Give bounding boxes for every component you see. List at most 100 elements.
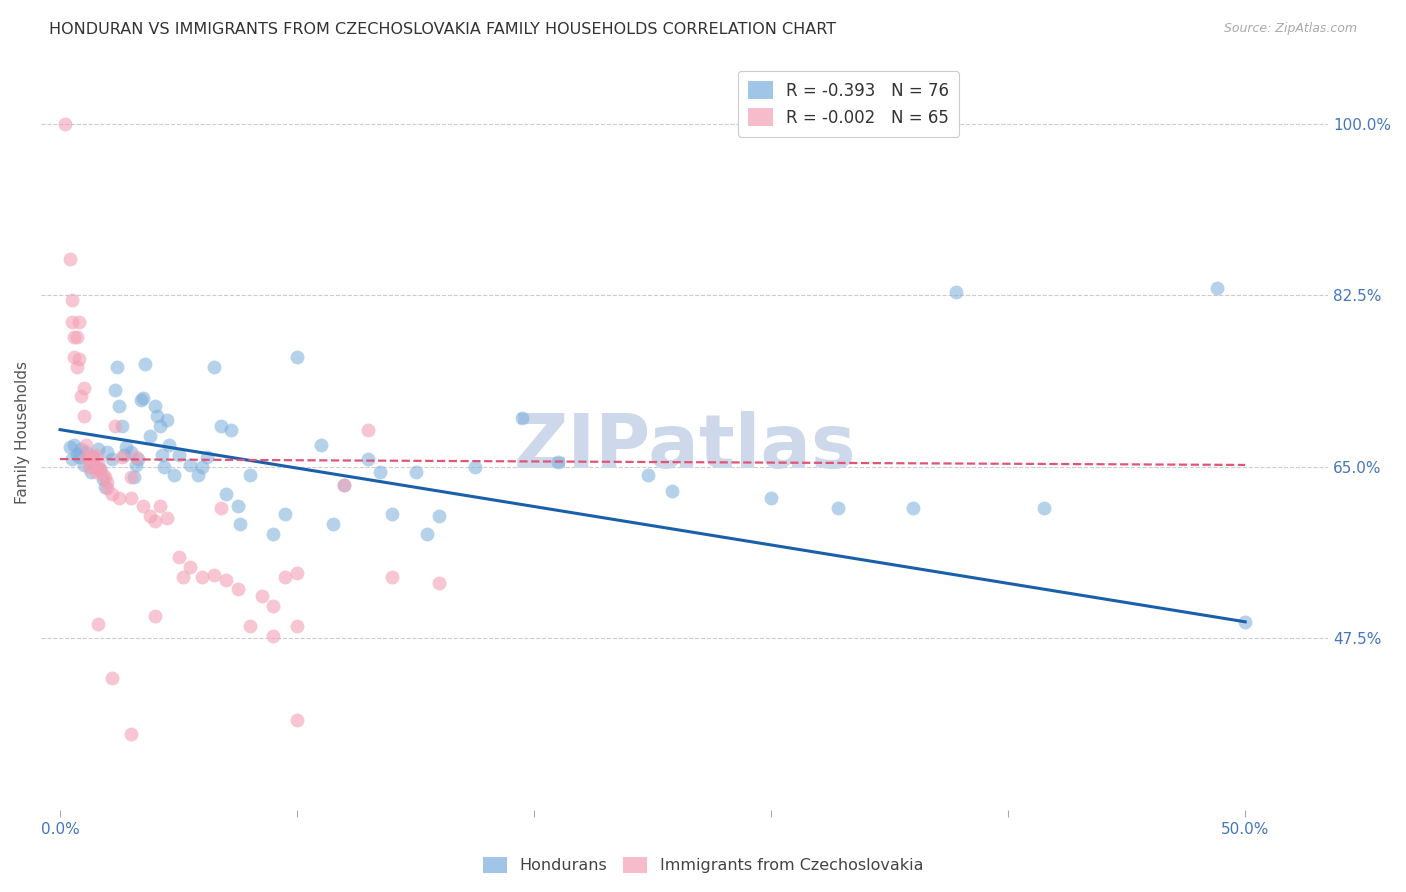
Y-axis label: Family Households: Family Households	[15, 361, 30, 504]
Point	[112, 448, 135, 462]
Point	[156, 413, 179, 427]
Point	[87, 442, 110, 457]
Point	[101, 487, 124, 501]
Point	[1205, 281, 1227, 295]
Point	[96, 445, 118, 459]
Point	[191, 570, 214, 584]
Point	[368, 465, 391, 479]
Point	[309, 438, 332, 452]
Point	[285, 618, 308, 632]
Point	[105, 359, 128, 374]
Point	[191, 459, 214, 474]
Point	[146, 409, 169, 423]
Point	[63, 330, 86, 344]
Point	[209, 501, 232, 516]
Point	[108, 491, 131, 506]
Point	[637, 467, 659, 482]
Point	[427, 575, 450, 590]
Point	[226, 582, 249, 597]
Point	[75, 438, 97, 452]
Point	[73, 409, 96, 423]
Point	[149, 499, 172, 513]
Point	[80, 465, 103, 479]
Point	[219, 423, 242, 437]
Point	[661, 484, 683, 499]
Text: ZIPatlas: ZIPatlas	[513, 411, 856, 484]
Point	[66, 447, 89, 461]
Point	[274, 570, 297, 584]
Point	[202, 567, 225, 582]
Point	[120, 445, 142, 459]
Point	[77, 459, 100, 474]
Point	[150, 448, 173, 462]
Point	[108, 399, 131, 413]
Point	[250, 590, 273, 604]
Point	[87, 455, 110, 469]
Point	[153, 459, 176, 474]
Point	[179, 458, 201, 472]
Point	[187, 467, 209, 482]
Point	[547, 455, 569, 469]
Point	[167, 550, 190, 565]
Point	[77, 452, 100, 467]
Point	[179, 560, 201, 574]
Point	[163, 467, 186, 482]
Point	[75, 450, 97, 464]
Point	[903, 501, 925, 516]
Point	[84, 459, 107, 474]
Point	[262, 628, 284, 642]
Point	[143, 514, 166, 528]
Point	[80, 458, 103, 472]
Point	[96, 475, 118, 489]
Point	[285, 566, 308, 580]
Point	[115, 440, 138, 454]
Point	[1032, 501, 1054, 516]
Point	[91, 472, 114, 486]
Point	[96, 482, 118, 496]
Point	[82, 450, 104, 464]
Point	[84, 465, 107, 479]
Point	[89, 462, 111, 476]
Point	[156, 511, 179, 525]
Text: Source: ZipAtlas.com: Source: ZipAtlas.com	[1223, 22, 1357, 36]
Point	[139, 508, 162, 523]
Point	[464, 459, 486, 474]
Point	[87, 462, 110, 476]
Point	[381, 507, 404, 521]
Point	[226, 499, 249, 513]
Point	[209, 418, 232, 433]
Point	[60, 293, 83, 308]
Point	[70, 442, 93, 457]
Point	[66, 330, 89, 344]
Point	[80, 450, 103, 464]
Point	[827, 501, 849, 516]
Point	[143, 399, 166, 413]
Point	[67, 352, 90, 367]
Point	[120, 726, 142, 740]
Point	[53, 117, 76, 131]
Point	[67, 315, 90, 329]
Point	[322, 516, 344, 531]
Point	[239, 618, 262, 632]
Point	[357, 452, 380, 467]
Point	[333, 477, 356, 491]
Point	[58, 440, 80, 454]
Point	[215, 573, 238, 587]
Point	[125, 458, 148, 472]
Point	[215, 487, 238, 501]
Point	[1234, 615, 1257, 629]
Point	[94, 469, 117, 483]
Point	[91, 467, 114, 482]
Point	[427, 508, 450, 523]
Point	[262, 526, 284, 541]
Point	[143, 609, 166, 624]
Point	[333, 477, 356, 491]
Point	[82, 452, 104, 467]
Point	[127, 452, 149, 467]
Point	[357, 423, 380, 437]
Point	[285, 713, 308, 727]
Point	[239, 467, 262, 482]
Point	[63, 350, 86, 364]
Point	[139, 428, 162, 442]
Legend: Hondurans, Immigrants from Czechoslovakia: Hondurans, Immigrants from Czechoslovaki…	[477, 850, 929, 880]
